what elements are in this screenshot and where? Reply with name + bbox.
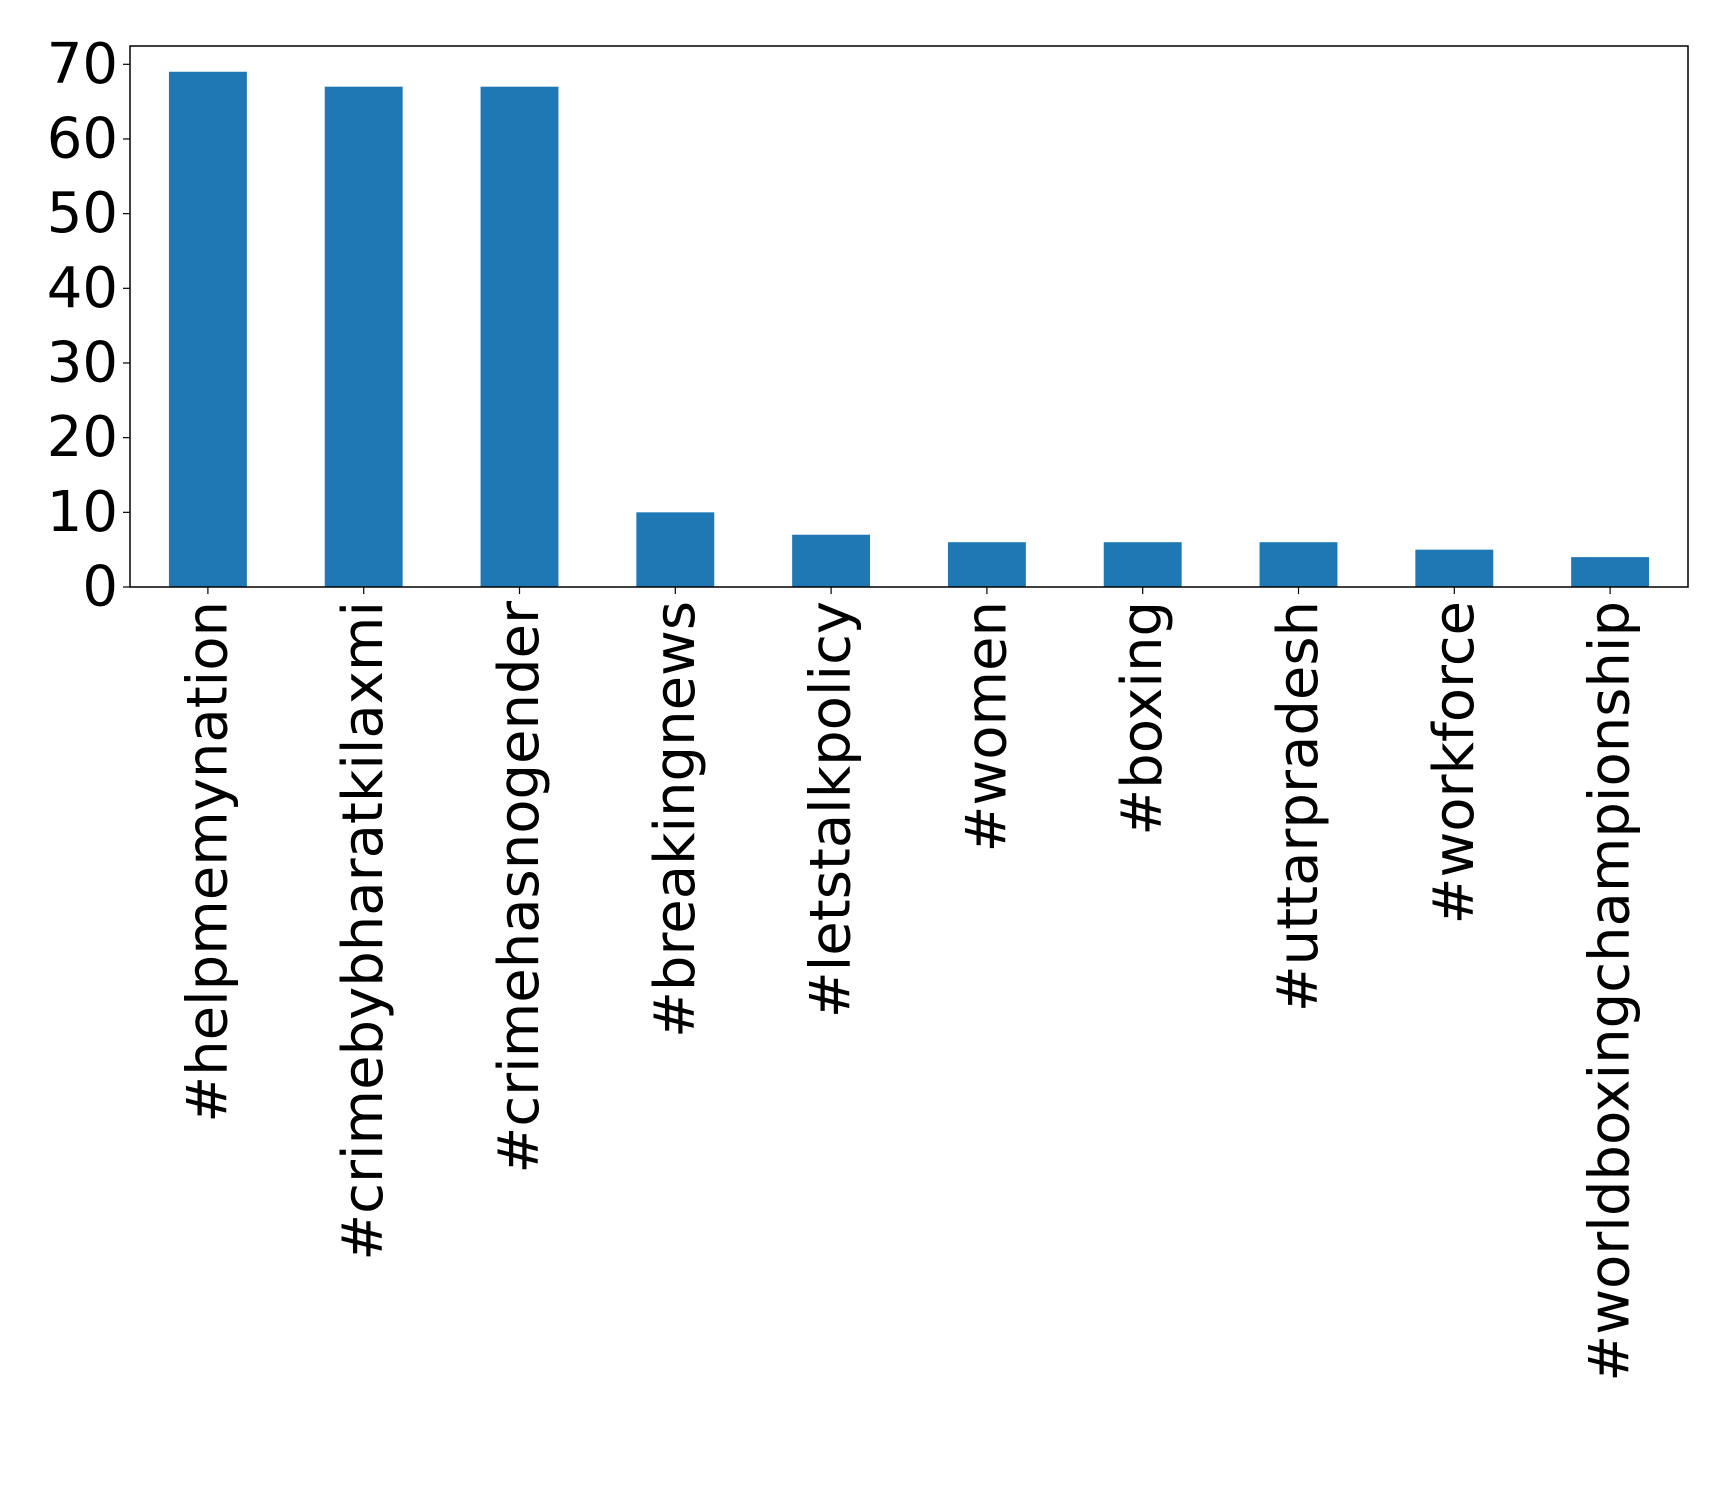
y-tick-label: 50: [47, 181, 118, 246]
y-axis: 0 10 20 30 40 50 60 70: [47, 32, 130, 620]
bar-boxing: [1103, 542, 1182, 587]
x-tick-label: #boxing: [1110, 601, 1175, 836]
bar-letstalkpolicy: [792, 534, 871, 587]
bar-crimebybharatkilaxmi: [324, 86, 403, 587]
x-tick-label: #crimebybharatkilaxmi: [331, 601, 396, 1261]
x-tick-label: #breakingnews: [643, 601, 708, 1038]
bars-group: [168, 71, 1650, 587]
y-tick-label: 30: [47, 330, 118, 395]
y-tick-label: 10: [47, 480, 118, 545]
x-tick-label: #crimehasnogender: [487, 600, 552, 1174]
y-tick-label: 20: [47, 405, 118, 470]
y-tick-label: 40: [47, 256, 118, 321]
y-tick-label: 0: [82, 555, 118, 620]
bar-breakingnews: [636, 512, 715, 587]
x-tick-label: #uttarpradesh: [1266, 601, 1331, 1012]
bar-helpmemynation: [168, 71, 247, 587]
bar-crimehasnogender: [480, 86, 559, 587]
x-tick-label: #women: [954, 601, 1019, 852]
x-tick-label: #helpmemynation: [175, 601, 240, 1123]
y-tick-label: 60: [47, 106, 118, 171]
plot-frame: [129, 45, 1689, 588]
x-tick-label: #worldboxingchampionship: [1578, 601, 1643, 1382]
y-tick-label: 70: [47, 32, 118, 97]
x-tick-label: #letstalkpolicy: [799, 601, 864, 1018]
x-axis: #helpmemynation #crimebybharatkilaxmi #cri…: [175, 587, 1643, 1382]
bar-worldboxingchampionship: [1571, 557, 1650, 587]
x-tick-label: #workforce: [1422, 601, 1487, 924]
bar-women: [947, 542, 1026, 587]
bar-workforce: [1415, 549, 1494, 587]
bar-uttarpradesh: [1259, 542, 1338, 587]
